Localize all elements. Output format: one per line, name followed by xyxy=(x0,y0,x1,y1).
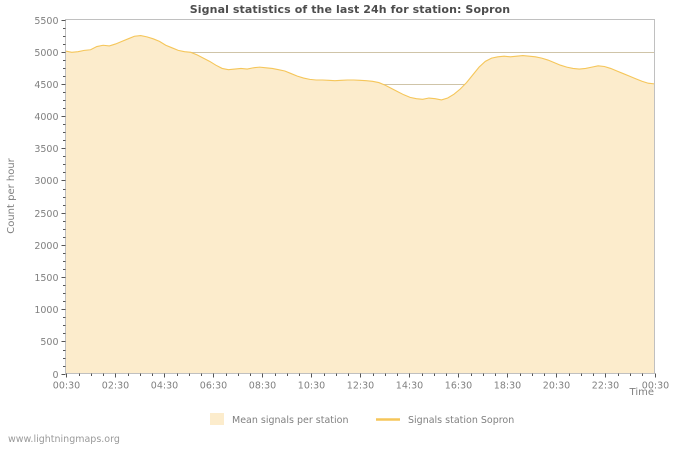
x-tick-label: 00:30 xyxy=(642,381,669,392)
x-tick-label: 08:30 xyxy=(249,381,276,392)
area-fill-path xyxy=(65,35,655,374)
y-tick-label: 2000 xyxy=(34,241,58,252)
x-tick-label: 22:30 xyxy=(592,381,619,392)
x-tick-label: 02:30 xyxy=(102,381,129,392)
line-series-signals-station xyxy=(65,35,655,101)
legend-label-signals-station: Signals station Sopron xyxy=(408,415,514,426)
y-tick-label: 3500 xyxy=(34,144,58,155)
x-tick-label: 20:30 xyxy=(543,381,570,392)
y-axis-label: Count per hour xyxy=(6,157,17,233)
x-tick-label: 14:30 xyxy=(396,381,423,392)
y-tick-label: 4000 xyxy=(34,112,58,123)
x-tick-label: 00:30 xyxy=(53,381,80,392)
y-tick-label: 0 xyxy=(52,370,58,381)
y-axis-ticks: 0 500 1000 1500 2000 2500 3000 3500 4000 4500 5000… xyxy=(34,16,66,381)
y-tick-label: 4500 xyxy=(34,80,58,91)
series-line-path xyxy=(65,35,655,101)
footer-attribution: www.lightningmaps.org xyxy=(8,434,120,445)
y-tick-label: 5500 xyxy=(34,16,58,27)
y-tick-label: 500 xyxy=(40,337,58,348)
y-tick-label: 2500 xyxy=(34,209,58,220)
area-series-mean-signals xyxy=(65,35,655,374)
x-tick-label: 12:30 xyxy=(347,381,374,392)
chart-legend: Mean signals per station Signals station… xyxy=(210,413,514,426)
x-axis-ticks: 00:30 02:30 04:30 06:30 08:30 10:30 12:30 14:30… xyxy=(53,373,669,392)
y-tick-label: 1000 xyxy=(34,305,58,316)
y-tick-label: 3000 xyxy=(34,176,58,187)
y-tick-label: 1500 xyxy=(34,273,58,284)
x-tick-label: 06:30 xyxy=(200,381,227,392)
legend-swatch-mean-signals xyxy=(210,413,224,425)
chart-title: Signal statistics of the last 24h for st… xyxy=(189,3,511,16)
x-tick-label: 16:30 xyxy=(445,381,472,392)
x-axis-label: Time xyxy=(629,387,654,398)
legend-label-mean-signals: Mean signals per station xyxy=(232,415,348,426)
x-tick-label: 10:30 xyxy=(298,381,325,392)
x-tick-label: 18:30 xyxy=(494,381,521,392)
x-tick-label: 04:30 xyxy=(151,381,178,392)
y-tick-label: 5000 xyxy=(34,48,58,59)
